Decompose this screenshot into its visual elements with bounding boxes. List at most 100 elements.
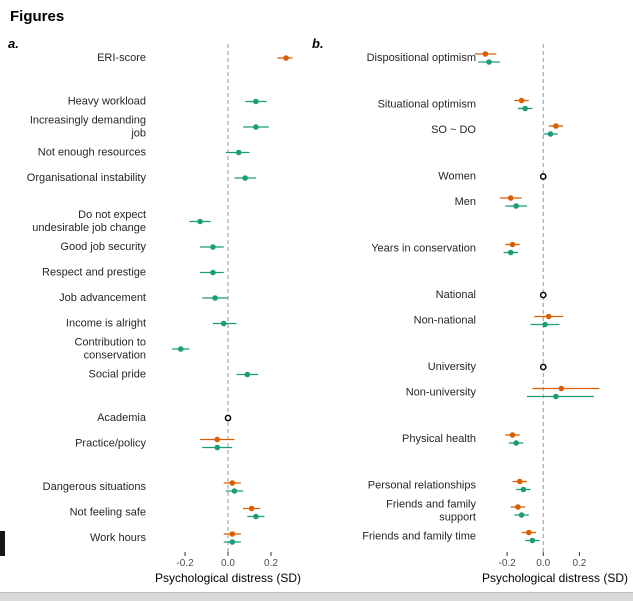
estimate-point <box>283 55 289 61</box>
row-label: National <box>436 289 476 301</box>
estimate-point <box>197 218 203 225</box>
estimate-point <box>214 436 221 443</box>
row-label: Social pride <box>89 368 146 380</box>
forest-row: Social pride <box>89 368 259 380</box>
estimate-point <box>177 346 184 352</box>
x-tick-label: 0.2 <box>264 558 278 569</box>
forest-row: Non-university <box>406 385 600 400</box>
estimate-point <box>522 105 528 112</box>
reference-point <box>224 414 232 422</box>
row-label: Women <box>438 170 476 182</box>
row-label: Academia <box>97 412 147 424</box>
estimate-point <box>212 295 218 301</box>
reference-point <box>539 363 547 371</box>
row-label: support <box>439 511 476 523</box>
left-edge-marker <box>0 531 5 556</box>
estimate-point <box>518 512 525 518</box>
forest-plot-panel-b: -0.2 0.0 0.2 Psychological distress (SD) Dis… <box>362 44 628 585</box>
bottom-edge-strip <box>0 592 633 601</box>
row-label: Friends and family time <box>362 530 476 542</box>
row-label: Practice/policy <box>75 437 146 449</box>
estimate-point <box>516 478 523 485</box>
reference-point <box>539 291 547 299</box>
row-label: Increasingly demanding <box>30 114 146 126</box>
row-label: University <box>428 361 477 373</box>
x-axis-title: Psychological distress (SD) <box>482 571 628 585</box>
forest-plot-panel-a: -0.2 0.0 0.2 Psychological distress (SD) ERI… <box>27 44 301 585</box>
estimate-point <box>547 131 554 137</box>
forest-row: Friends and family time <box>362 529 540 544</box>
row-label: Non-national <box>414 314 476 326</box>
estimate-point <box>507 249 514 256</box>
estimate-point <box>486 59 492 65</box>
x-tick-label: 0.0 <box>221 558 235 569</box>
reference-point <box>539 173 547 180</box>
forest-row: Physical health <box>402 432 524 446</box>
estimate-point <box>518 97 525 104</box>
panel-a-label: a. <box>8 36 19 51</box>
forest-row: Years in conservation <box>371 241 520 256</box>
forest-row: Good job security <box>60 241 224 253</box>
estimate-point <box>509 241 516 248</box>
estimate-point <box>231 488 238 494</box>
forest-row: ERI-score <box>97 52 293 64</box>
estimate-point <box>525 529 532 536</box>
forest-row: National <box>436 289 547 301</box>
row-label: Men <box>455 196 476 208</box>
estimate-point <box>520 486 527 493</box>
row-label: Good job security <box>60 241 146 253</box>
figures-heading: Figures <box>10 8 65 25</box>
forest-row: Heavy workload <box>68 95 267 107</box>
forest-row: Practice/policy <box>75 436 235 451</box>
estimate-point <box>242 175 248 181</box>
forest-row: Women <box>438 170 547 182</box>
forest-row: Work hours <box>90 531 241 545</box>
estimate-point <box>214 444 221 451</box>
x-tick-label: -0.2 <box>176 558 194 569</box>
x-tick-label: -0.2 <box>498 558 516 569</box>
row-label: Respect and prestige <box>42 266 146 278</box>
x-axis-title: Psychological distress (SD) <box>155 571 301 585</box>
row-label: Personal relationships <box>368 479 477 491</box>
row-label: Dispositional optimism <box>367 52 476 64</box>
panel-b-label: b. <box>312 36 324 51</box>
forest-row: Job advancement <box>59 292 228 304</box>
estimate-point <box>509 432 516 438</box>
row-label: SO ~ DO <box>431 124 476 136</box>
estimate-point <box>210 269 216 276</box>
row-label: Income is alright <box>66 317 146 329</box>
forest-row: Dangerous situations <box>43 480 244 494</box>
forest-row: Not enough resources <box>38 146 250 158</box>
estimate-point <box>553 123 559 129</box>
forest-row: Situational optimism <box>378 97 533 112</box>
row-label: Physical health <box>402 433 476 445</box>
estimate-point <box>482 51 489 57</box>
estimate-point <box>220 320 227 327</box>
estimate-point <box>229 531 236 537</box>
forest-row: Dispositional optimism <box>367 51 500 65</box>
row-label: Work hours <box>90 532 147 544</box>
forest-row: Academia <box>97 412 232 424</box>
estimate-point <box>253 124 259 130</box>
estimate-point <box>513 203 519 209</box>
row-label: Situational optimism <box>378 98 476 110</box>
x-tick-label: 0.0 <box>536 558 550 569</box>
estimate-point <box>235 149 242 156</box>
estimate-point <box>513 440 519 446</box>
row-label: Job advancement <box>59 292 146 304</box>
estimate-point <box>253 513 259 520</box>
forest-row: Respect and prestige <box>42 266 224 278</box>
estimate-point <box>229 539 236 545</box>
row-label: Not feeling safe <box>70 506 146 518</box>
row-label: Friends and family <box>386 498 476 510</box>
estimate-point <box>529 537 536 544</box>
forest-row: Income is alright <box>66 317 237 329</box>
estimate-point <box>515 504 521 510</box>
row-label: Non-university <box>406 386 477 398</box>
row-label: Dangerous situations <box>43 481 147 493</box>
forest-row: Personal relationships <box>368 478 531 493</box>
forest-row: Organisational instability <box>27 172 256 184</box>
